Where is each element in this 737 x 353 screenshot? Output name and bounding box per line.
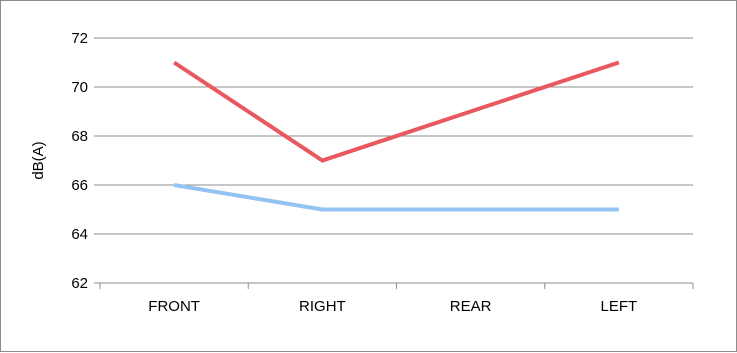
x-tick-label: LEFT bbox=[601, 298, 638, 315]
y-tick-label: 72 bbox=[71, 30, 88, 47]
y-tick-label: 64 bbox=[71, 226, 88, 243]
y-tick-label: 70 bbox=[71, 79, 88, 96]
x-tick-labels: FRONT RIGHT REAR LEFT bbox=[148, 298, 637, 315]
x-tick-label: FRONT bbox=[148, 298, 200, 315]
x-tick-label: REAR bbox=[450, 298, 492, 315]
series-2-line bbox=[174, 185, 619, 210]
x-tick-label: RIGHT bbox=[299, 298, 346, 315]
series-1-line bbox=[174, 63, 619, 161]
y-tick-label: 66 bbox=[71, 177, 88, 194]
y-tick-label: 62 bbox=[71, 275, 88, 292]
x-axis bbox=[100, 283, 693, 289]
gridlines bbox=[94, 38, 693, 283]
y-axis-title: dB(A) bbox=[30, 141, 47, 179]
y-tick-label: 68 bbox=[71, 128, 88, 145]
y-tick-labels: 62 64 66 68 70 72 bbox=[71, 30, 88, 292]
